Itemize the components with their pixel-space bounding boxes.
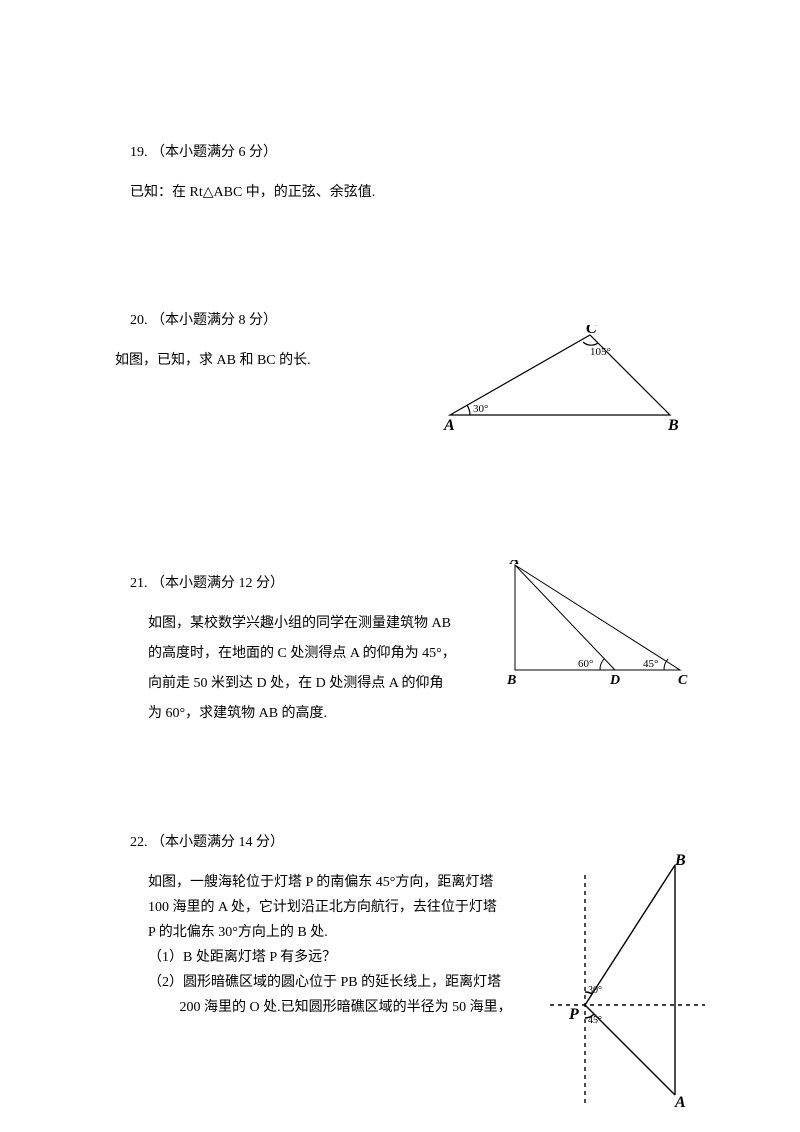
q22-label-P: P — [568, 1006, 579, 1023]
page: 19. （本小题满分 6 分） 已知：在 Rt△ABC 中，的正弦、余弦值. 2… — [0, 0, 800, 1132]
q21-label-D: D — [609, 673, 620, 688]
q22-line-2: P 的北偏东 30°方向上的 B 处. — [148, 920, 328, 945]
q21-figure: A B C D 60° 45° — [500, 560, 700, 690]
q21-header: 21. （本小题满分 12 分） — [130, 571, 284, 596]
q22-label-A: A — [674, 1094, 686, 1111]
q19-header: 19. （本小题满分 6 分） — [130, 140, 277, 165]
q20-label-A: A — [443, 417, 455, 434]
q21-line-3: 为 60°，求建筑物 AB 的高度. — [148, 701, 327, 726]
q22-line-3: （1）B 处距离灯塔 P 有多远？ — [148, 945, 336, 970]
q22-line-1: 100 海里的 A 处，它计划沿正北方向航行，去往位于灯塔 — [148, 895, 497, 920]
q22-line-5: 200 海里的 O 处.已知圆形暗礁区域的半径为 50 海里， — [148, 995, 512, 1020]
q22-angle-30: 30° — [588, 985, 602, 996]
q21-angle-D: 60° — [578, 658, 593, 670]
q20-label-B: B — [667, 417, 679, 434]
q21-label-C: C — [678, 673, 688, 688]
q20-label-C: C — [586, 325, 597, 337]
q21-line-1: 的高度时，在地面的 C 处测得点 A 的仰角为 45°， — [148, 641, 456, 666]
q22-label-B: B — [674, 852, 686, 869]
q22-line-0: 如图，一艘海轮位于灯塔 P 的南偏东 45°方向，距离灯塔 — [148, 870, 493, 895]
q20-body: 如图，已知，求 AB 和 BC 的长. — [115, 348, 311, 373]
q20-header: 20. （本小题满分 8 分） — [130, 308, 277, 333]
q22-line-4: （2）圆形暗礁区域的圆心位于 PB 的延长线上，距离灯塔 — [148, 970, 501, 995]
q21-label-A: A — [509, 560, 519, 568]
q21-line-2: 向前走 50 米到达 D 处，在 D 处测得点 A 的仰角 — [148, 671, 444, 696]
q19-body: 已知：在 Rt△ABC 中，的正弦、余弦值. — [130, 180, 375, 205]
q20-angle-A: 30° — [473, 403, 488, 415]
q22-figure: B A P 30° 45° — [545, 845, 715, 1115]
q21-angle-C: 45° — [643, 658, 658, 670]
q20-figure: A B C 30° 105° — [440, 325, 700, 440]
q20-angle-C: 105° — [590, 346, 611, 358]
q21-line-0: 如图，某校数学兴趣小组的同学在测量建筑物 AB — [148, 611, 451, 636]
q22-header: 22. （本小题满分 14 分） — [130, 830, 284, 855]
q21-label-B: B — [506, 673, 516, 688]
q22-angle-45: 45° — [588, 1015, 602, 1026]
